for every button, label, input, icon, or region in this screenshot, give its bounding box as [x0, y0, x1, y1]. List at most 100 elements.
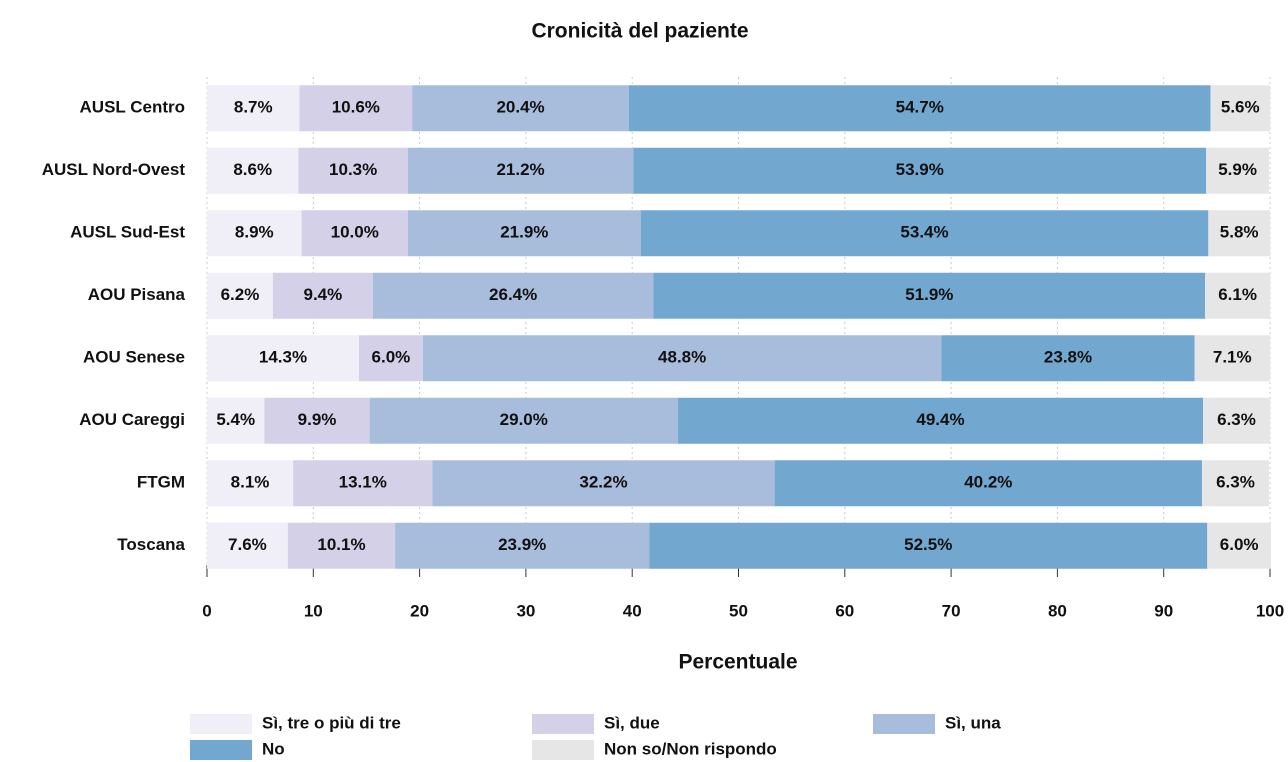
- legend-swatch: [532, 714, 594, 734]
- bar-segment: [1201, 460, 1269, 507]
- bar-segment: [1194, 335, 1270, 382]
- legend-label: Non so/Non rispondo: [604, 739, 777, 758]
- data-label: 53.9%: [896, 160, 944, 179]
- y-tick-label: AOU Careggi: [79, 410, 185, 429]
- data-label: 7.1%: [1213, 348, 1252, 367]
- data-label: 10.1%: [317, 535, 365, 554]
- data-label: 10.6%: [332, 98, 380, 117]
- x-tick-label: 70: [942, 601, 961, 620]
- x-tick-label: 20: [410, 601, 429, 620]
- data-label: 52.5%: [904, 535, 952, 554]
- bar-segment: [1208, 210, 1270, 257]
- bar-segment: [677, 397, 1204, 444]
- data-label: 8.7%: [234, 98, 273, 117]
- data-label: 6.3%: [1217, 410, 1256, 429]
- legend-swatch: [873, 714, 935, 734]
- data-label: 13.1%: [339, 473, 387, 492]
- bar-segment: [207, 335, 360, 382]
- bar-segment: [372, 272, 654, 319]
- bar-segment: [1207, 522, 1272, 569]
- x-axis-label: Percentuale: [678, 651, 797, 674]
- bar-segment: [395, 522, 650, 569]
- x-tick-label: 80: [1048, 601, 1067, 620]
- x-tick-label: 30: [516, 601, 535, 620]
- data-label: 21.2%: [496, 160, 544, 179]
- data-label: 9.4%: [303, 285, 342, 304]
- data-label: 6.1%: [1218, 285, 1257, 304]
- legend-swatch: [532, 740, 594, 760]
- x-tick-label: 10: [304, 601, 323, 620]
- legend-label: Sì, due: [604, 713, 660, 732]
- data-label: 20.4%: [496, 98, 544, 117]
- data-label: 29.0%: [500, 410, 548, 429]
- bar-segment: [207, 210, 302, 257]
- data-label: 8.6%: [233, 160, 272, 179]
- bar-segment: [774, 460, 1202, 507]
- bar-segment: [298, 147, 408, 194]
- data-label: 10.3%: [329, 160, 377, 179]
- data-label: 5.9%: [1218, 160, 1257, 179]
- x-tick-label: 50: [729, 601, 748, 620]
- data-label: 40.2%: [964, 473, 1012, 492]
- bar-segment: [272, 272, 373, 319]
- bar-segment: [1210, 85, 1270, 132]
- x-tick-label: 100: [1256, 601, 1284, 620]
- data-label: 5.4%: [216, 410, 255, 429]
- legend-label: Sì, tre o più di tre: [262, 713, 401, 732]
- data-label: 53.4%: [900, 223, 948, 242]
- data-label: 23.9%: [498, 535, 546, 554]
- bar-segment: [207, 147, 299, 194]
- bar-segment: [293, 460, 433, 507]
- bar-segment: [633, 147, 1207, 194]
- bar-segment: [640, 210, 1209, 257]
- y-tick-label: Toscana: [117, 535, 185, 554]
- data-label: 5.6%: [1221, 98, 1260, 117]
- bar-segment: [412, 85, 630, 132]
- bar-segment: [1206, 147, 1269, 194]
- y-tick-label: AOU Senese: [83, 348, 185, 367]
- bar-segment: [207, 397, 265, 444]
- data-label: 23.8%: [1044, 348, 1092, 367]
- bar-segment: [207, 460, 294, 507]
- data-label: 8.9%: [235, 223, 274, 242]
- bar-segment: [207, 85, 300, 132]
- data-label: 26.4%: [489, 285, 537, 304]
- x-tick-label: 40: [623, 601, 642, 620]
- bar-segment: [941, 335, 1195, 382]
- bar-segment: [207, 522, 288, 569]
- x-tick-label: 60: [835, 601, 854, 620]
- data-label: 32.2%: [579, 473, 627, 492]
- data-label: 48.8%: [658, 348, 706, 367]
- data-label: 7.6%: [228, 535, 267, 554]
- y-tick-label: AUSL Sud-Est: [70, 223, 185, 242]
- bar-segment: [432, 460, 775, 507]
- bar-segment: [653, 272, 1206, 319]
- data-label: 14.3%: [259, 348, 307, 367]
- y-tick-label: AOU Pisana: [88, 285, 186, 304]
- data-label: 5.8%: [1220, 223, 1259, 242]
- bar-segment: [301, 210, 408, 257]
- data-label: 10.0%: [331, 223, 379, 242]
- x-tick-label: 0: [202, 601, 211, 620]
- bar-segment: [1205, 272, 1270, 319]
- bar-segment: [649, 522, 1208, 569]
- legend-swatch: [190, 740, 252, 760]
- legend-label: No: [262, 739, 285, 758]
- bar-segment: [287, 522, 396, 569]
- bar-segment: [1203, 397, 1270, 444]
- legend-swatch: [190, 714, 252, 734]
- chart-title: Cronicità del paziente: [531, 20, 748, 43]
- data-label: 51.9%: [905, 285, 953, 304]
- x-tick-label: 90: [1154, 601, 1173, 620]
- bar-segment: [359, 335, 423, 382]
- data-label: 49.4%: [916, 410, 964, 429]
- data-label: 6.3%: [1216, 473, 1255, 492]
- data-label: 8.1%: [231, 473, 270, 492]
- y-tick-label: AUSL Nord-Ovest: [42, 160, 186, 179]
- legend-label: Sì, una: [945, 713, 1001, 732]
- bar-segment: [369, 397, 678, 444]
- data-label: 21.9%: [500, 223, 548, 242]
- y-tick-label: FTGM: [137, 473, 185, 492]
- bar-segment: [264, 397, 370, 444]
- data-label: 54.7%: [896, 98, 944, 117]
